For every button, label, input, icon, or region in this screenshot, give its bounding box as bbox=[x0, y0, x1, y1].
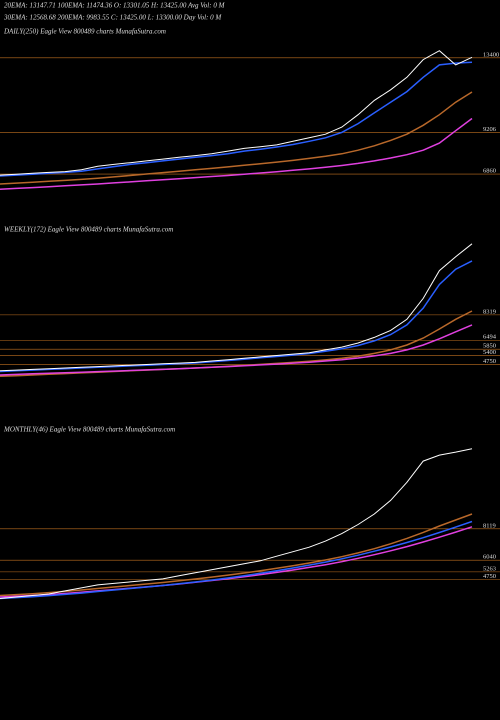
price-level-label: 4750 bbox=[483, 358, 496, 365]
price-level-label: 13400 bbox=[483, 51, 499, 58]
series-line bbox=[0, 260, 473, 373]
chart-title: WEEKLY(172) Eagle View 800489 charts Mun… bbox=[4, 226, 173, 234]
series-line bbox=[0, 50, 473, 176]
series-line bbox=[0, 324, 473, 376]
chart-title: MONTHLY(46) Eagle View 800489 charts Mun… bbox=[3, 426, 175, 434]
price-level-label: 6860 bbox=[483, 168, 496, 175]
price-level-label: 8319 bbox=[483, 308, 496, 315]
series-line bbox=[0, 117, 473, 191]
series-line bbox=[0, 91, 473, 185]
price-level-label: 9206 bbox=[483, 126, 497, 133]
header-line: 20EMA: 13147.71 100EMA: 11474.36 O: 1330… bbox=[4, 2, 226, 10]
header-line: 30EMA: 12568.68 200EMA: 9983.55 C: 13425… bbox=[3, 14, 222, 22]
price-level-label: 6494 bbox=[483, 334, 497, 341]
price-level-label: 6040 bbox=[483, 554, 496, 561]
price-level-label: 5263 bbox=[483, 565, 496, 572]
series-line bbox=[0, 526, 473, 598]
series-line bbox=[0, 243, 473, 372]
series-line bbox=[0, 61, 473, 177]
series-line bbox=[0, 520, 473, 600]
series-line bbox=[0, 513, 473, 597]
price-level-label: 5850 bbox=[483, 343, 496, 350]
price-level-label: 4750 bbox=[483, 573, 496, 580]
chart-title: DAILY(250) Eagle View 800489 charts Muna… bbox=[3, 28, 166, 36]
price-level-label: 5400 bbox=[483, 349, 496, 356]
series-line bbox=[0, 448, 473, 599]
price-level-label: 8119 bbox=[483, 522, 496, 529]
